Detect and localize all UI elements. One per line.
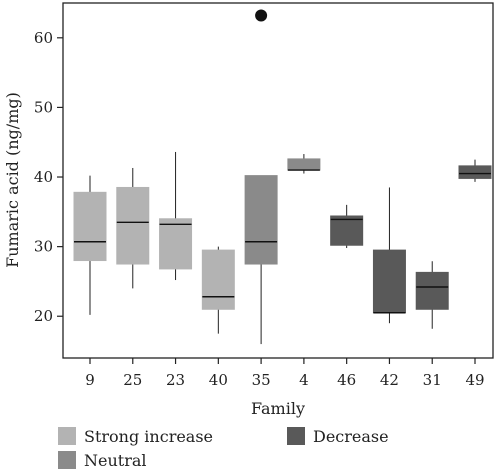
y-tick-label: 20 — [34, 307, 53, 325]
box-46 — [330, 204, 364, 249]
y-tick-label: 60 — [34, 29, 53, 47]
y-tick-label: 40 — [34, 168, 53, 186]
iqr-box — [287, 158, 321, 171]
iqr-box — [73, 191, 107, 262]
x-tick-label: 40 — [209, 371, 228, 389]
legend-item-neutral: Neutral — [58, 451, 147, 470]
box-35 — [244, 9, 278, 345]
iqr-box — [159, 218, 193, 270]
x-tick-label: 4 — [299, 371, 309, 389]
box-23 — [159, 151, 193, 281]
iqr-box — [116, 186, 150, 265]
legend-item-decrease: Decrease — [287, 427, 389, 446]
legend-item-strong: Strong increase — [58, 427, 213, 446]
boxes-layer — [73, 9, 492, 345]
legend-label: Decrease — [313, 427, 389, 446]
box-4 — [287, 154, 321, 174]
y-axis: 20 30 40 50 60 — [34, 29, 63, 325]
legend-swatch — [287, 427, 305, 445]
y-tick-label: 50 — [34, 98, 53, 116]
box-49 — [458, 159, 492, 182]
legend: Strong increase Neutral Decrease — [58, 427, 389, 470]
legend-label: Strong increase — [84, 427, 213, 446]
plot-frame — [62, 2, 494, 359]
x-axis-title: Family — [251, 399, 305, 418]
y-tick-label: 30 — [34, 238, 53, 256]
x-tick-label: 23 — [166, 371, 185, 389]
x-tick-label: 31 — [423, 371, 442, 389]
iqr-box — [415, 271, 449, 310]
outlier-point — [255, 9, 268, 22]
legend-label: Neutral — [84, 451, 147, 470]
x-tick-label: 9 — [85, 371, 95, 389]
legend-swatch — [58, 451, 76, 469]
iqr-box — [201, 249, 235, 310]
x-tick-label: 35 — [252, 371, 271, 389]
iqr-box — [372, 249, 406, 314]
x-tick-label: 46 — [337, 371, 356, 389]
x-tick-label: 49 — [465, 371, 484, 389]
legend-swatch — [58, 427, 76, 445]
box-42 — [372, 187, 406, 324]
box-25 — [116, 167, 150, 289]
y-axis-title: Fumaric acid (ng/mg) — [3, 92, 22, 268]
iqr-box — [330, 215, 364, 246]
box-40 — [201, 246, 235, 334]
x-tick-label: 42 — [380, 371, 399, 389]
box-31 — [415, 261, 449, 329]
box-9 — [73, 175, 107, 315]
x-axis: 9 25 23 40 35 4 46 42 31 49 — [85, 358, 485, 389]
iqr-box — [244, 175, 278, 265]
x-tick-label: 25 — [123, 371, 142, 389]
iqr-box — [458, 165, 492, 179]
